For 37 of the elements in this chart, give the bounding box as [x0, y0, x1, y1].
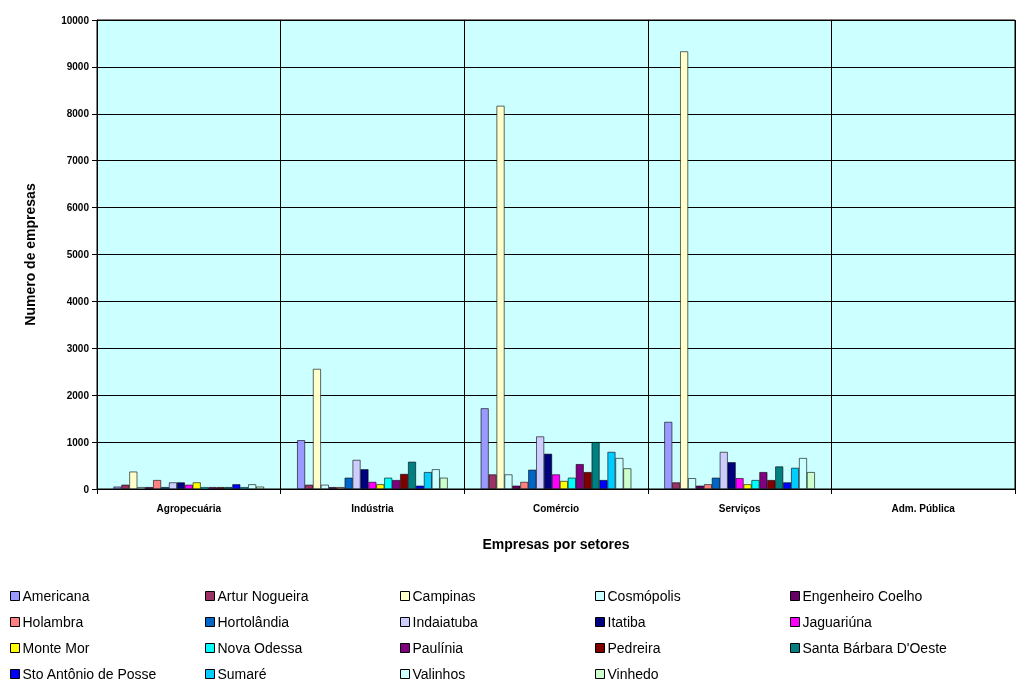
- y-tick-label: 9000: [66, 61, 90, 73]
- legend-label: Indaiatuba: [412, 614, 479, 630]
- y-tick-label: 8000: [66, 108, 90, 120]
- y-tick-label: 7000: [66, 155, 90, 167]
- legend-label: Jaguariúna: [802, 614, 872, 630]
- legend-label: Artur Nogueira: [217, 588, 309, 604]
- legend-label: Santa Bárbara D'Oeste: [802, 640, 948, 656]
- y-tick-label: 5000: [66, 249, 90, 260]
- legend-label: Nova Odessa: [217, 640, 303, 656]
- legend-label: Valinhos: [412, 666, 466, 682]
- y-tick-label: 2000: [66, 389, 90, 401]
- x-tick-label: Comércio: [532, 502, 580, 514]
- legend-label: Cosmópolis: [607, 588, 681, 604]
- x-tick-label: Adm. Pública: [891, 502, 956, 514]
- legend-label: Hortolândia: [217, 614, 290, 630]
- y-tick-label: 6000: [66, 202, 90, 214]
- legend-label: Sto Antônio de Posse: [22, 666, 157, 682]
- x-axis-title: Empresas por setores: [482, 536, 630, 552]
- legend-label: Engenheiro Coelho: [802, 588, 923, 604]
- x-tick-label: Indústria: [351, 502, 394, 514]
- y-tick-label: 10000: [61, 14, 90, 26]
- legend-label: Vinhedo: [607, 666, 659, 682]
- x-tick-label: Agropecuária: [156, 502, 222, 514]
- y-tick-label: 3000: [66, 342, 90, 354]
- legend-label: Pedreira: [607, 640, 661, 656]
- x-tick-label: Serviços: [718, 502, 761, 514]
- legend-label: Campinas: [412, 588, 476, 604]
- legend-label: Monte Mor: [22, 640, 90, 656]
- y-tick-label: 1000: [66, 436, 90, 448]
- y-tick-label: 4000: [66, 295, 90, 307]
- legend-label: Americana: [22, 588, 90, 604]
- y-tick-label: 0: [83, 483, 90, 495]
- legend-label: Holambra: [22, 614, 84, 630]
- legend-label: Paulínia: [412, 640, 464, 656]
- legend-label: Itatiba: [607, 614, 646, 630]
- legend-label: Sumaré: [217, 666, 267, 682]
- y-axis-title: Numero de empresas: [22, 183, 38, 326]
